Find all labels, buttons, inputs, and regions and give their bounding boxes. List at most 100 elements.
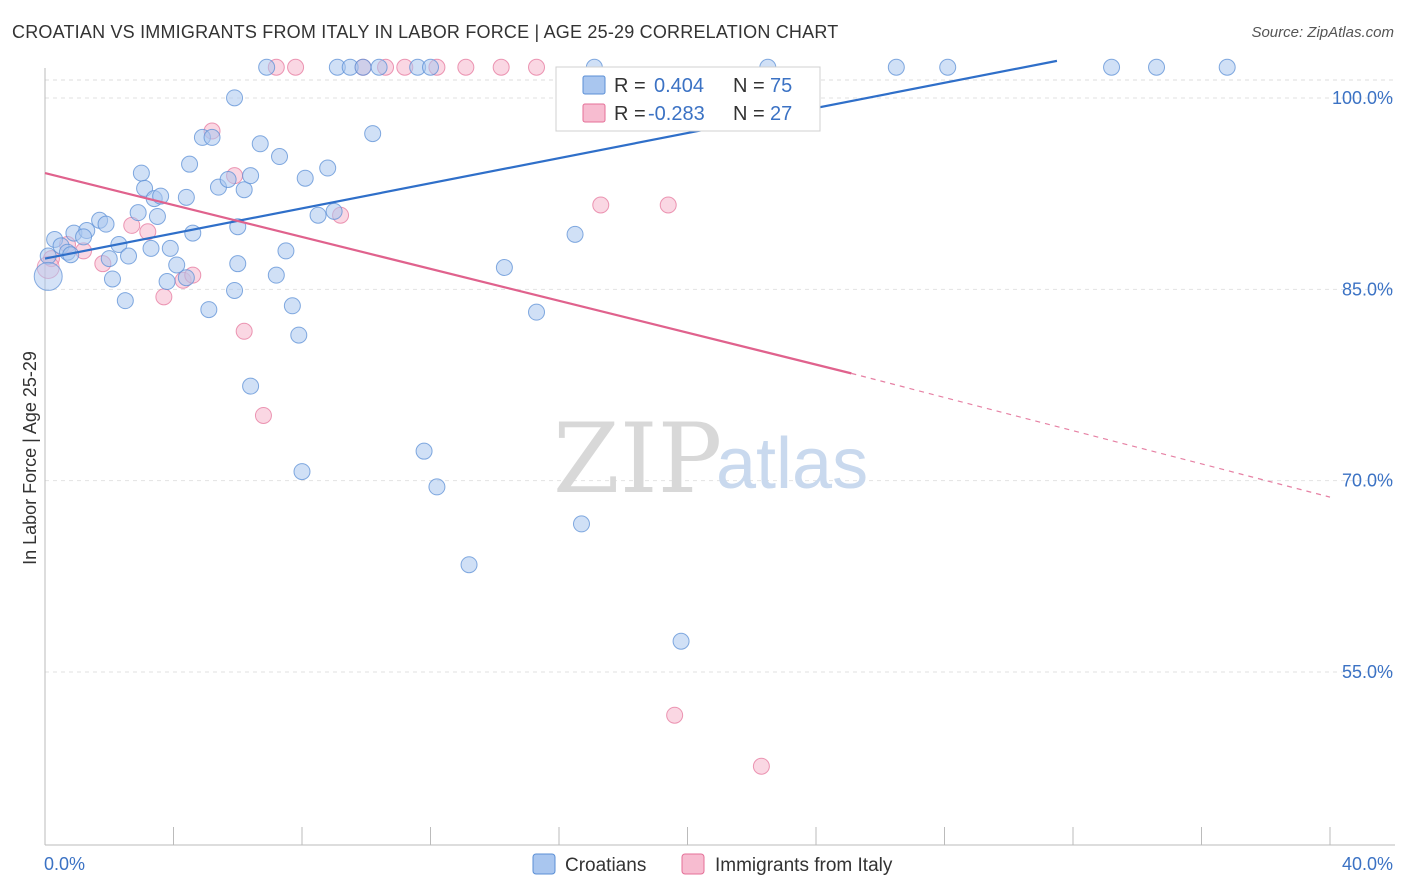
watermark-atlas: atlas <box>716 424 868 504</box>
croatian-point <box>422 58 439 76</box>
italy-r-label: R = <box>614 103 646 125</box>
croatian-point <box>129 204 147 222</box>
croatian-point <box>460 556 478 574</box>
italy-legend-swatch <box>582 103 606 123</box>
italy-point <box>155 288 173 306</box>
italy-point <box>457 58 475 76</box>
croatian-point <box>528 303 546 321</box>
chart-source: Source: ZipAtlas.com <box>1251 24 1394 41</box>
croatian-point <box>1218 58 1236 76</box>
croatian-point <box>177 188 195 206</box>
italy-point <box>528 58 546 76</box>
croatian-point <box>267 266 285 284</box>
croatian-point <box>415 442 433 460</box>
croatian-point <box>142 239 160 257</box>
italy-trend-extension <box>851 372 1331 498</box>
chart-title: CROATIAN VS IMMIGRANTS FROM ITALY IN LAB… <box>12 22 839 42</box>
italy-n-value: 27 <box>770 103 792 125</box>
croatian-point <box>290 326 308 344</box>
x-tick-label: 40.0% <box>1342 854 1393 874</box>
croatian-point <box>235 181 253 199</box>
croatian-point <box>103 270 121 288</box>
croatian-point <box>939 58 957 76</box>
croatian-point <box>283 297 301 315</box>
croatian-point <box>226 89 244 107</box>
y-tick-label: 85.0% <box>1342 279 1393 299</box>
italy-point <box>492 58 510 76</box>
italy-r-value: -0.283 <box>648 103 705 125</box>
croatian-point <box>354 58 372 76</box>
y-tick-labels: 55.0% 70.0% 85.0% 100.0% <box>1332 88 1393 682</box>
croatian-point <box>75 228 93 246</box>
bottom-legend: Croatians Immigrants from Italy <box>532 853 893 876</box>
croatian-point <box>251 135 269 153</box>
y-tick-label: 70.0% <box>1342 471 1393 491</box>
croatian-point <box>495 259 513 277</box>
y-tick-label: 100.0% <box>1332 88 1393 108</box>
croatians-legend-swatch <box>582 75 606 95</box>
croatian-point <box>168 256 186 274</box>
stats-legend: R = 0.404 N = 75 R = -0.283 N = 27 <box>555 66 821 132</box>
croatian-point <box>242 167 260 185</box>
croatian-point <box>370 58 388 76</box>
x-tick-label: 0.0% <box>44 854 85 874</box>
croatian-point <box>177 269 195 287</box>
axes <box>44 68 1395 846</box>
croatian-point <box>161 239 179 257</box>
croatians-r-label: R = <box>614 75 646 97</box>
italy-point <box>592 196 610 214</box>
croatians-n-value: 75 <box>770 75 792 97</box>
croatian-point <box>226 281 244 299</box>
trend-lines <box>44 59 1331 498</box>
croatian-point <box>258 58 276 76</box>
y-axis-title: In Labor Force | Age 25-29 <box>20 351 40 565</box>
bottom-legend-croatians-label: Croatians <box>565 855 646 876</box>
italy-point <box>235 322 253 340</box>
croatian-point <box>572 515 590 533</box>
croatian-point <box>219 170 237 188</box>
croatian-point <box>364 125 382 143</box>
italy-n-label: N = <box>733 103 765 125</box>
croatian-point <box>1103 58 1121 76</box>
croatian-point <box>229 255 247 273</box>
croatian-point <box>325 202 343 220</box>
bottom-legend-italy-label: Immigrants from Italy <box>715 855 893 876</box>
croatian-point <box>132 164 150 182</box>
croatians-trend-line <box>44 59 1058 260</box>
croatian-point <box>277 242 295 260</box>
y-tick-label: 55.0% <box>1342 662 1393 682</box>
italy-point <box>752 757 770 775</box>
croatian-point <box>672 632 690 650</box>
watermark: ZIP atlas <box>553 403 868 515</box>
croatian-point <box>116 292 134 310</box>
croatian-point <box>296 169 314 187</box>
italy-point <box>659 196 677 214</box>
italy-point <box>254 406 272 424</box>
croatians-points <box>33 58 1236 650</box>
croatian-point <box>566 225 584 243</box>
watermark-zip: ZIP <box>553 403 722 515</box>
croatian-point <box>309 206 327 224</box>
croatian-point <box>271 148 289 166</box>
croatian-point <box>319 159 337 177</box>
italy-trend-line <box>44 172 852 375</box>
croatians-n-label: N = <box>733 75 765 97</box>
croatian-point <box>120 247 138 265</box>
croatian-point <box>184 224 202 242</box>
italy-point <box>139 223 157 241</box>
bottom-legend-croatians-swatch <box>532 853 556 875</box>
x-tick-labels: 0.0% 40.0% <box>44 854 1393 874</box>
croatian-point <box>203 128 221 146</box>
croatians-r-value: 0.404 <box>654 75 704 97</box>
croatian-point <box>887 58 905 76</box>
croatian-point <box>181 155 199 173</box>
croatian-point <box>242 377 260 395</box>
croatian-point <box>97 215 115 233</box>
croatian-point <box>200 301 218 319</box>
croatian-point <box>148 207 166 225</box>
bottom-legend-italy-swatch <box>681 853 705 875</box>
croatian-point <box>1148 58 1166 76</box>
croatian-point <box>100 250 118 268</box>
italy-point <box>666 706 684 724</box>
